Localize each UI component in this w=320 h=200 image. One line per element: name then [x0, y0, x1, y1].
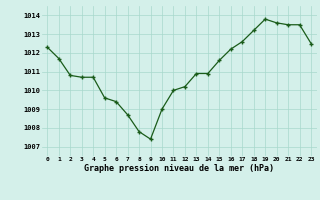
X-axis label: Graphe pression niveau de la mer (hPa): Graphe pression niveau de la mer (hPa) [84, 164, 274, 173]
